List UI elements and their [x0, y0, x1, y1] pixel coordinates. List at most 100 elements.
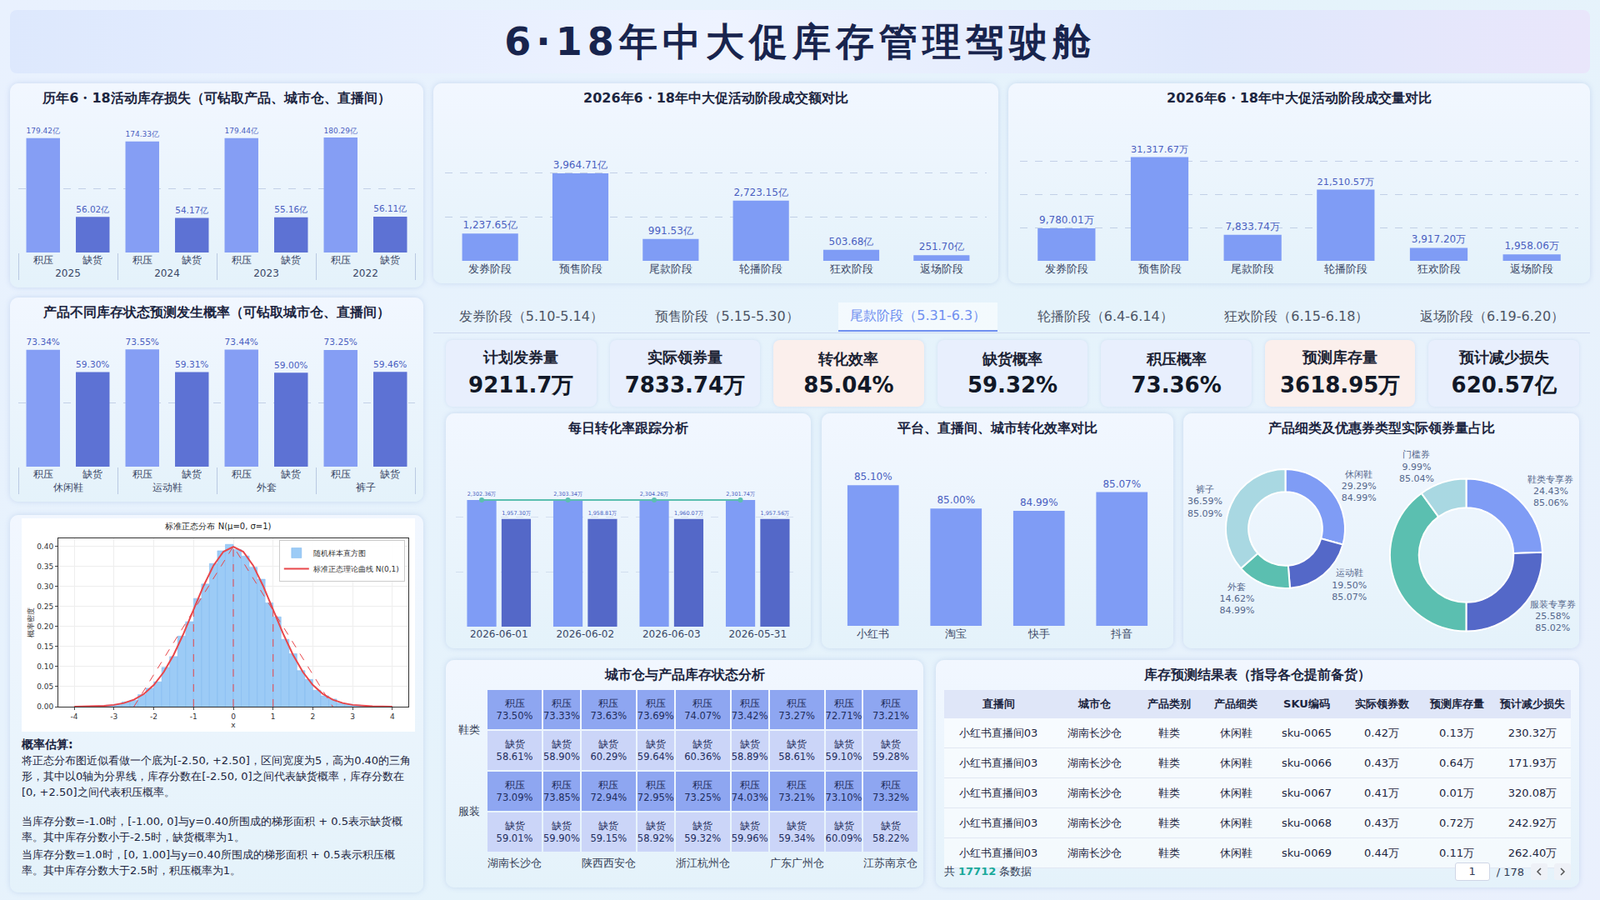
svg-text:3,964.71亿: 3,964.71亿 [553, 159, 608, 171]
svg-text:-2: -2 [150, 712, 158, 721]
svg-text:运动鞋: 运动鞋 [152, 481, 183, 494]
svg-text:返场阶段: 返场阶段 [920, 262, 964, 275]
svg-text:1,958.06万: 1,958.06万 [1504, 240, 1559, 252]
svg-text:x: x [230, 720, 236, 730]
svg-text:1,957.56万: 1,957.56万 [760, 510, 790, 517]
svg-text:3,917.20万: 3,917.20万 [1411, 233, 1466, 245]
svg-text:概率密度: 概率密度 [26, 607, 35, 638]
svg-text:-4: -4 [70, 712, 79, 721]
svg-text:9,780.01万: 9,780.01万 [1039, 214, 1094, 226]
svg-text:179.42亿: 179.42亿 [26, 126, 60, 135]
svg-text:淘宝: 淘宝 [945, 627, 967, 640]
svg-text:积压: 积压 [231, 468, 252, 480]
svg-text:54.17亿: 54.17亿 [175, 205, 209, 215]
svg-text:2: 2 [310, 712, 316, 721]
svg-text:0.40: 0.40 [36, 542, 54, 551]
svg-text:4: 4 [390, 712, 395, 721]
svg-text:随机样本直方图: 随机样本直方图 [313, 549, 366, 558]
svg-text:积压: 积压 [33, 254, 54, 266]
svg-text:缺货: 缺货 [82, 254, 103, 266]
svg-text:2025: 2025 [55, 267, 81, 280]
svg-text:2026-05-31: 2026-05-31 [728, 628, 787, 640]
svg-text:2026-06-03: 2026-06-03 [642, 628, 701, 640]
svg-text:0.00: 0.00 [36, 702, 54, 711]
svg-text:运动鞋19.50%85.07%: 运动鞋19.50%85.07% [1331, 567, 1367, 603]
svg-text:59.30%: 59.30% [75, 359, 110, 370]
svg-text:小红书: 小红书 [856, 627, 890, 640]
svg-text:0: 0 [230, 712, 236, 721]
svg-text:抖音: 抖音 [1110, 627, 1133, 640]
svg-text:73.55%: 73.55% [125, 336, 160, 347]
svg-text:2,304.26万: 2,304.26万 [640, 490, 670, 498]
svg-text:外套: 外套 [256, 481, 277, 494]
svg-text:2,302.36万: 2,302.36万 [467, 490, 497, 498]
svg-text:59.31%: 59.31% [175, 359, 209, 370]
svg-text:缺货: 缺货 [280, 254, 301, 266]
svg-text:174.33亿: 174.33亿 [125, 130, 160, 139]
svg-text:预售阶段: 预售阶段 [559, 262, 603, 275]
svg-text:裤子36.59%85.09%: 裤子36.59%85.09% [1187, 484, 1223, 520]
svg-text:180.29亿: 180.29亿 [324, 126, 358, 135]
svg-text:59.46%: 59.46% [373, 359, 407, 370]
svg-text:1,957.30万: 1,957.30万 [501, 510, 531, 517]
svg-text:0.15: 0.15 [36, 642, 54, 651]
svg-text:缺货: 缺货 [82, 468, 103, 480]
svg-text:59.00%: 59.00% [274, 360, 308, 370]
svg-text:-3: -3 [110, 712, 118, 721]
svg-text:2024: 2024 [154, 267, 180, 280]
svg-text:0.10: 0.10 [36, 662, 54, 671]
svg-text:55.16亿: 55.16亿 [274, 204, 308, 215]
svg-text:鞋类专享券24.43%85.06%: 鞋类专享券24.43%85.06% [1527, 474, 1574, 510]
svg-text:积压: 积压 [33, 468, 54, 480]
svg-text:快手: 快手 [1027, 627, 1050, 640]
svg-text:0.20: 0.20 [36, 622, 54, 631]
svg-text:991.53亿: 991.53亿 [648, 225, 694, 237]
svg-text:73.34%: 73.34% [26, 336, 60, 347]
svg-text:休闲鞋29.29%84.99%: 休闲鞋29.29%84.99% [1341, 469, 1377, 505]
svg-text:3: 3 [350, 712, 355, 721]
svg-text:积压: 积压 [132, 254, 153, 266]
svg-text:裤子: 裤子 [355, 481, 376, 494]
svg-text:尾款阶段: 尾款阶段 [649, 262, 693, 275]
svg-text:2022: 2022 [352, 267, 379, 280]
svg-text:外套14.62%84.99%: 外套14.62%84.99% [1219, 581, 1255, 617]
svg-text:0.25: 0.25 [36, 602, 54, 611]
svg-text:179.44亿: 179.44亿 [225, 126, 259, 135]
svg-text:85.00%: 85.00% [936, 494, 975, 506]
svg-text:21,510.57万: 21,510.57万 [1316, 175, 1375, 188]
svg-text:轮播阶段: 轮播阶段 [739, 262, 783, 275]
svg-text:85.10%: 85.10% [854, 470, 893, 483]
svg-text:缺货: 缺货 [280, 468, 301, 480]
svg-text:狂欢阶段: 狂欢阶段 [830, 262, 874, 275]
svg-text:标准正态理论曲线 N(0,1): 标准正态理论曲线 N(0,1) [312, 565, 400, 574]
svg-text:缺货: 缺货 [380, 254, 400, 266]
svg-text:85.07%: 85.07% [1102, 478, 1141, 490]
svg-text:发券阶段: 发券阶段 [1045, 262, 1089, 275]
svg-text:2,301.74万: 2,301.74万 [725, 490, 755, 498]
svg-text:84.99%: 84.99% [1020, 496, 1059, 509]
svg-text:2,723.15亿: 2,723.15亿 [733, 186, 788, 199]
svg-text:1,958.81万: 1,958.81万 [588, 510, 618, 517]
svg-text:发券阶段: 发券阶段 [468, 262, 512, 275]
svg-text:7,833.74万: 7,833.74万 [1225, 220, 1280, 233]
svg-text:56.11亿: 56.11亿 [373, 203, 407, 214]
svg-text:狂欢阶段: 狂欢阶段 [1417, 262, 1461, 275]
svg-text:标准正态分布 N(μ=0, σ=1): 标准正态分布 N(μ=0, σ=1) [164, 521, 271, 531]
svg-text:2023: 2023 [253, 267, 280, 280]
svg-text:0.05: 0.05 [36, 682, 54, 691]
svg-text:服装专享券25.58%85.02%: 服装专享券25.58%85.02% [1530, 599, 1576, 635]
svg-text:0.35: 0.35 [36, 562, 54, 571]
svg-text:1: 1 [270, 712, 276, 721]
svg-text:31,317.67万: 31,317.67万 [1130, 143, 1189, 155]
svg-text:251.70亿: 251.70亿 [919, 240, 965, 253]
svg-text:轮播阶段: 轮播阶段 [1324, 262, 1368, 275]
svg-text:尾款阶段: 尾款阶段 [1230, 262, 1275, 275]
svg-text:1,237.65亿: 1,237.65亿 [462, 219, 517, 231]
svg-text:56.02亿: 56.02亿 [75, 204, 110, 215]
svg-text:缺货: 缺货 [380, 468, 400, 480]
svg-text:积压: 积压 [330, 254, 351, 266]
svg-text:0.30: 0.30 [36, 582, 54, 591]
svg-text:预售阶段: 预售阶段 [1138, 262, 1182, 275]
svg-text:503.68亿: 503.68亿 [829, 235, 875, 248]
svg-text:2026-06-02: 2026-06-02 [555, 628, 615, 640]
